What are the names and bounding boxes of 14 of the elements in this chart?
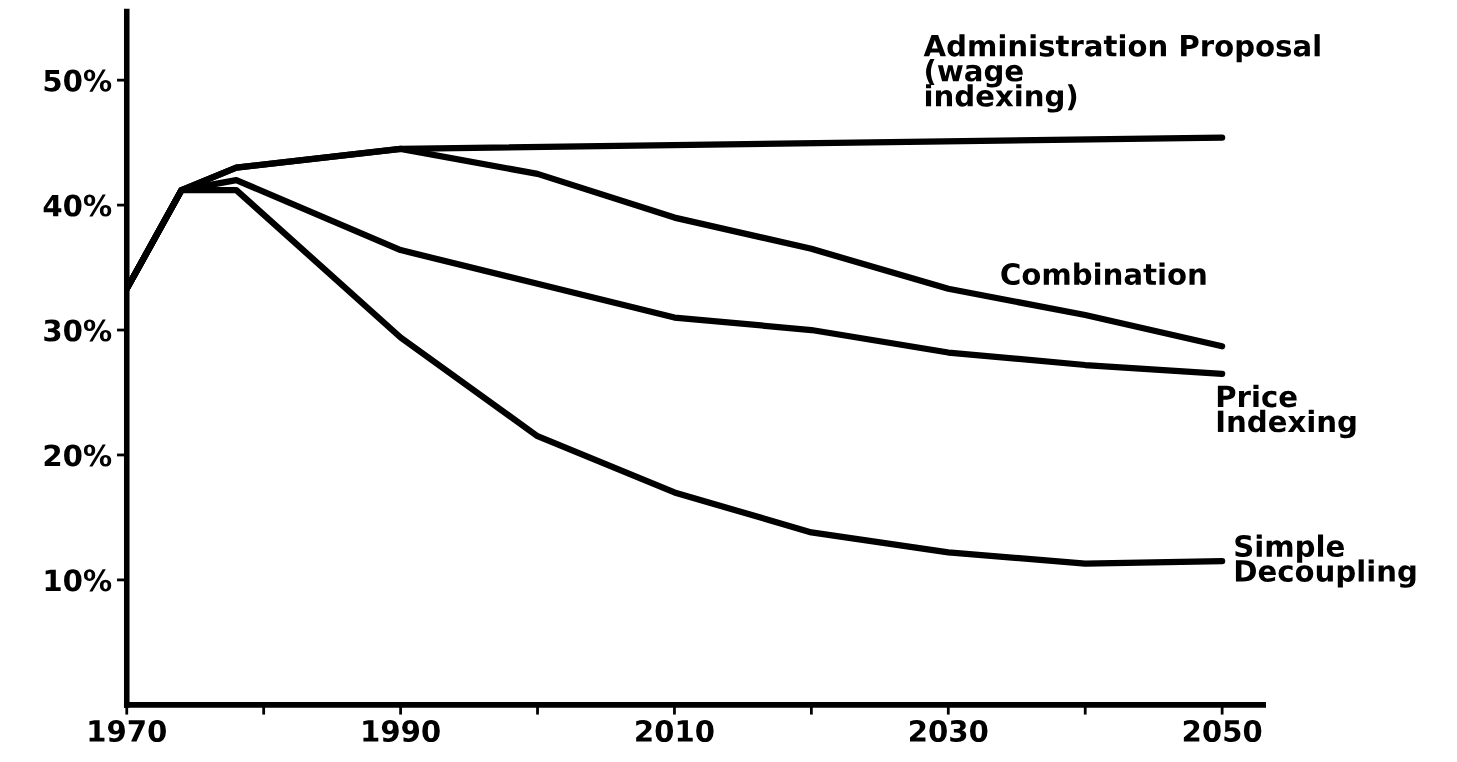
x-tick-label: 1990	[363, 719, 440, 743]
y-tick-label: 40%	[43, 194, 112, 217]
y-tick-label: 30%	[44, 319, 112, 342]
y-tick-label: 20%	[44, 444, 112, 467]
series-label: Simple Decoupling	[1235, 534, 1416, 588]
series-label: Price Indexing	[1217, 384, 1356, 439]
x-tick-label: 2050	[1183, 719, 1262, 743]
series-label: Combination	[1001, 262, 1206, 286]
y-tick-label: 50%	[44, 69, 112, 92]
x-tick-label: 2010	[636, 719, 714, 743]
x-tick-label: 1970	[89, 719, 166, 743]
series-label: Administration Proposal (wage indexing)	[923, 34, 1320, 113]
x-tick-label: 2030	[910, 719, 988, 743]
y-tick-label: 10%	[45, 569, 112, 592]
